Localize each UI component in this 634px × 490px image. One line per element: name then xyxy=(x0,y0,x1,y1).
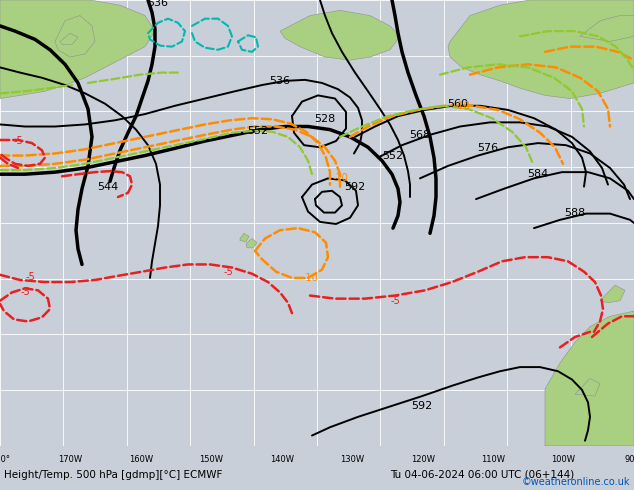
Text: 544: 544 xyxy=(98,182,119,192)
Text: 110W: 110W xyxy=(481,455,505,465)
Text: 130W: 130W xyxy=(340,455,365,465)
Text: 552: 552 xyxy=(382,150,404,161)
Text: 90W: 90W xyxy=(624,455,634,465)
Text: 536: 536 xyxy=(148,0,169,8)
Text: 592: 592 xyxy=(411,401,432,412)
Polygon shape xyxy=(545,311,634,446)
Text: 576: 576 xyxy=(477,143,498,153)
Text: 170W: 170W xyxy=(58,455,82,465)
Polygon shape xyxy=(55,16,95,57)
Polygon shape xyxy=(600,285,625,303)
Text: 140W: 140W xyxy=(270,455,294,465)
Text: 120W: 120W xyxy=(411,455,435,465)
Polygon shape xyxy=(280,10,400,60)
Polygon shape xyxy=(580,16,634,42)
Text: 588: 588 xyxy=(564,208,586,218)
Polygon shape xyxy=(246,239,257,248)
Text: 560: 560 xyxy=(448,98,469,109)
Polygon shape xyxy=(575,378,600,396)
Text: -5: -5 xyxy=(25,272,35,282)
Polygon shape xyxy=(240,233,249,242)
Text: ©weatheronline.co.uk: ©weatheronline.co.uk xyxy=(522,477,630,487)
Text: 160W: 160W xyxy=(129,455,153,465)
Text: Tu 04-06-2024 06:00 UTC (06+144): Tu 04-06-2024 06:00 UTC (06+144) xyxy=(390,470,574,480)
Text: 568: 568 xyxy=(410,130,430,140)
Polygon shape xyxy=(60,33,78,45)
Text: -5: -5 xyxy=(223,267,233,277)
Text: -10: -10 xyxy=(302,273,318,283)
Text: 180°: 180° xyxy=(0,455,10,465)
Polygon shape xyxy=(448,0,634,98)
Text: -5: -5 xyxy=(20,288,30,297)
Text: 100W: 100W xyxy=(552,455,576,465)
Text: -5: -5 xyxy=(13,136,23,146)
Polygon shape xyxy=(0,0,155,98)
Text: -10: -10 xyxy=(454,101,470,111)
Text: -5: -5 xyxy=(390,296,400,306)
Text: 528: 528 xyxy=(314,114,335,124)
Text: -10: -10 xyxy=(332,173,348,183)
Text: 150W: 150W xyxy=(199,455,223,465)
Text: 552: 552 xyxy=(247,125,269,136)
Text: 592: 592 xyxy=(344,182,366,192)
Text: 584: 584 xyxy=(527,169,548,179)
Text: 536: 536 xyxy=(269,76,290,86)
Text: Height/Temp. 500 hPa [gdmp][°C] ECMWF: Height/Temp. 500 hPa [gdmp][°C] ECMWF xyxy=(4,470,223,480)
